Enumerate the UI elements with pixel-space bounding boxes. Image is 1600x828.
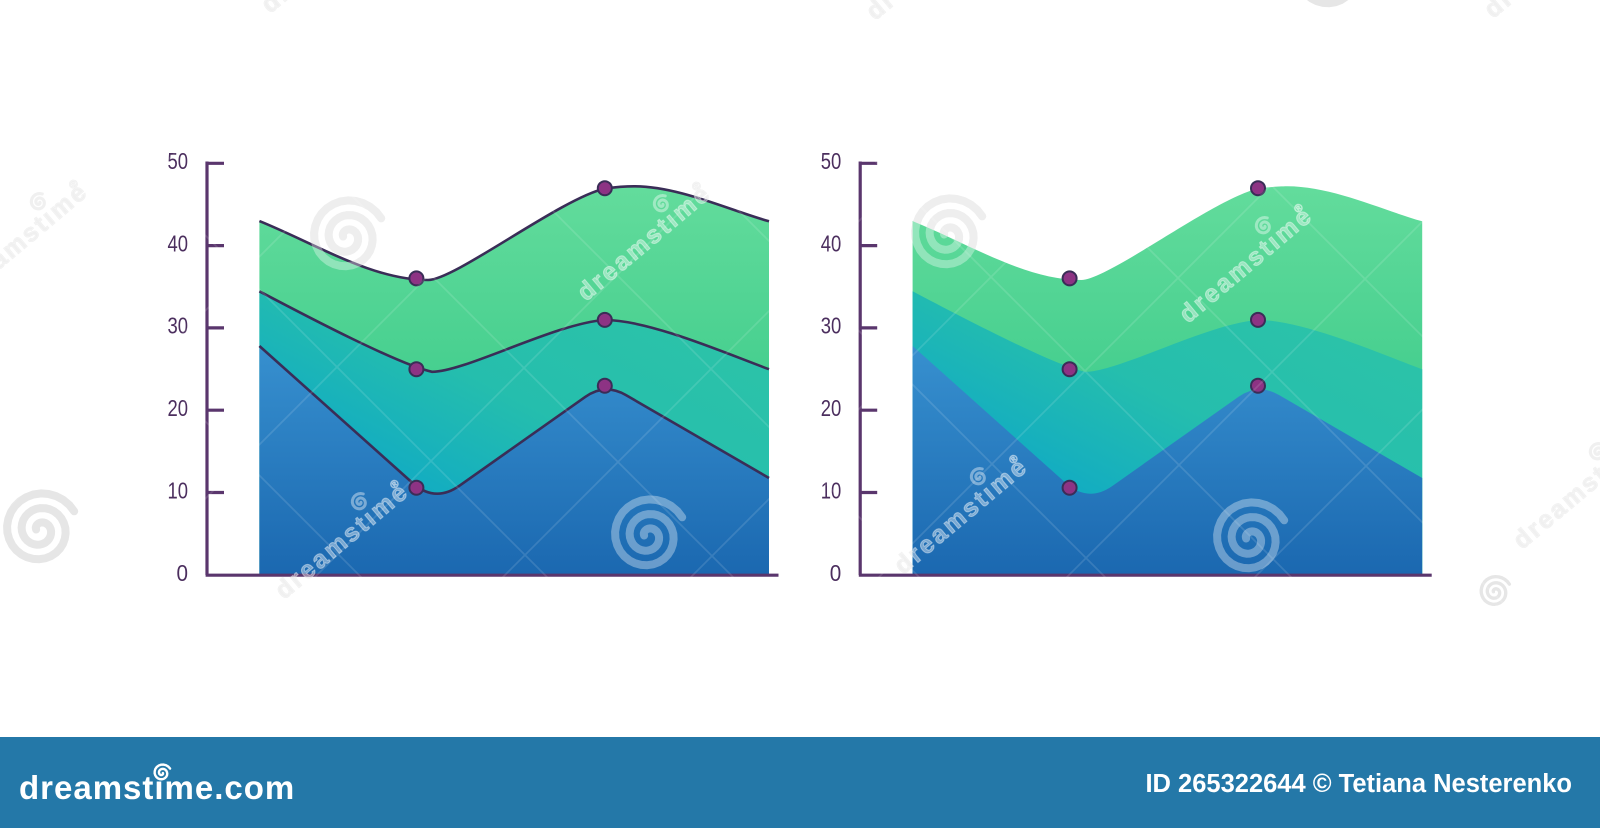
svg-text:30: 30 — [821, 313, 842, 339]
svg-text:20: 20 — [168, 395, 189, 421]
svg-text:50: 50 — [168, 148, 189, 174]
svg-text:0: 0 — [177, 560, 189, 586]
svg-text:10: 10 — [821, 477, 842, 503]
svg-text:30: 30 — [168, 313, 189, 339]
svg-text:0: 0 — [830, 560, 842, 586]
svg-text:40: 40 — [821, 230, 842, 256]
svg-text:50: 50 — [821, 148, 842, 174]
svg-text:20: 20 — [821, 395, 842, 421]
svg-text:40: 40 — [168, 230, 189, 256]
svg-text:10: 10 — [168, 477, 189, 503]
